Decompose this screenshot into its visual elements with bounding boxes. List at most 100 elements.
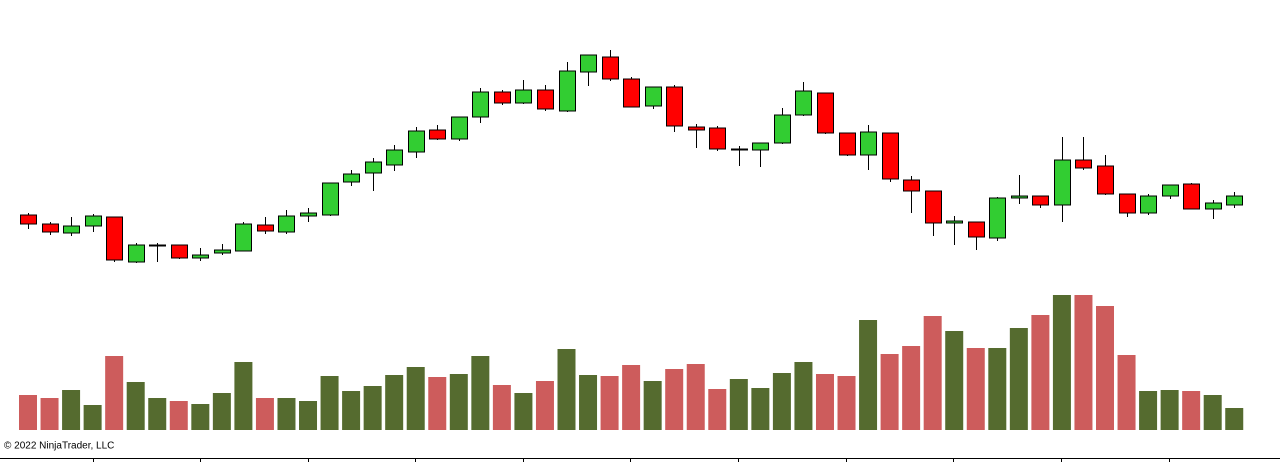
volume-bar	[19, 395, 37, 430]
candle-body	[839, 132, 856, 156]
volume-bar	[299, 401, 318, 430]
volume-bar	[923, 316, 942, 430]
candle-body	[602, 56, 619, 80]
volume-bar	[966, 348, 985, 430]
candle-body	[537, 89, 554, 110]
volume-bar	[557, 349, 576, 430]
candle-body	[817, 92, 834, 134]
candle-body	[968, 221, 985, 238]
candle-body	[171, 244, 188, 259]
volume-bar	[902, 346, 921, 430]
candle-body	[1183, 183, 1200, 210]
candle-body	[580, 54, 597, 73]
volume-bar	[579, 375, 598, 430]
volume-bar	[1009, 328, 1028, 430]
volume-bar	[363, 386, 382, 430]
volume-bar	[535, 381, 554, 430]
volume-bar	[320, 376, 339, 430]
volume-bar	[880, 354, 899, 430]
candle-body	[752, 142, 769, 151]
candle-body	[946, 220, 963, 224]
volume-bar	[1139, 391, 1158, 430]
volume-bar	[751, 388, 770, 430]
candle-body	[451, 116, 468, 140]
volume-bar	[385, 375, 404, 430]
candle-body	[128, 244, 145, 263]
candle-body	[1054, 159, 1071, 206]
candle-body	[278, 215, 295, 233]
candle-body	[515, 89, 532, 104]
volume-bar	[62, 390, 81, 430]
volume-bar	[1203, 395, 1222, 430]
candle-body	[688, 126, 705, 131]
volume-bar	[105, 356, 124, 430]
candle-body	[106, 216, 123, 261]
candle-body	[882, 132, 899, 180]
volume-bar	[1074, 295, 1093, 430]
candle-body	[666, 86, 683, 127]
candle-body	[63, 225, 80, 234]
volume-bar	[492, 385, 511, 430]
volume-bar	[1182, 391, 1201, 430]
volume-bar	[1052, 295, 1071, 430]
volume-bar	[406, 367, 425, 430]
volume-bar	[665, 369, 684, 430]
volume-bar	[729, 379, 748, 430]
candle-body	[623, 78, 640, 108]
volume-bar	[169, 401, 188, 430]
candle-body	[1032, 195, 1049, 206]
volume-bar	[342, 391, 361, 430]
candle-body	[731, 148, 748, 151]
candle-body	[192, 254, 209, 259]
candle-body	[1119, 193, 1136, 214]
volume-bar	[815, 374, 834, 430]
candle-body	[343, 173, 360, 183]
volume-bar	[708, 389, 727, 430]
volume-bar	[83, 405, 102, 430]
candle-body	[559, 70, 576, 112]
volume-bar	[212, 393, 231, 430]
candle-body	[365, 161, 382, 174]
candle-body	[645, 86, 662, 107]
volume-bar	[1031, 315, 1050, 430]
candle-body	[1097, 165, 1114, 195]
volume-bar	[1225, 408, 1244, 430]
candle-body	[1226, 195, 1243, 206]
candle-body	[85, 215, 102, 227]
volume-bar	[686, 364, 705, 430]
candle-body	[1011, 195, 1028, 199]
candle-body	[1162, 184, 1179, 197]
candle-body	[235, 223, 252, 252]
volume-bar	[643, 381, 662, 430]
volume-bar	[428, 377, 447, 430]
candle-body	[42, 223, 59, 233]
volume-bar	[514, 393, 533, 430]
candle-body	[494, 91, 511, 104]
volume-bar	[255, 398, 274, 430]
candle-body	[860, 131, 877, 156]
volume-bar	[449, 374, 468, 430]
candle-body	[300, 212, 317, 217]
volume-bar	[600, 376, 619, 430]
volume-bar	[148, 398, 167, 430]
volume-bar	[191, 404, 210, 430]
volume-bar	[622, 365, 641, 430]
candle-body	[709, 127, 726, 150]
candle-body	[386, 149, 403, 166]
volume-bar	[277, 398, 296, 430]
candle-body	[257, 224, 274, 232]
volume-bar	[837, 376, 856, 430]
candle-body	[429, 129, 446, 140]
candle-body	[795, 90, 812, 116]
volume-bar	[1160, 390, 1179, 430]
candle-body	[925, 190, 942, 224]
volume-bar	[1117, 355, 1136, 430]
candle-body	[989, 197, 1006, 239]
candle-body	[20, 214, 37, 225]
volume-bar	[1096, 306, 1114, 430]
x-axis-ticks	[93, 458, 1170, 462]
candle-body	[903, 179, 920, 192]
volume-bar	[859, 320, 878, 430]
